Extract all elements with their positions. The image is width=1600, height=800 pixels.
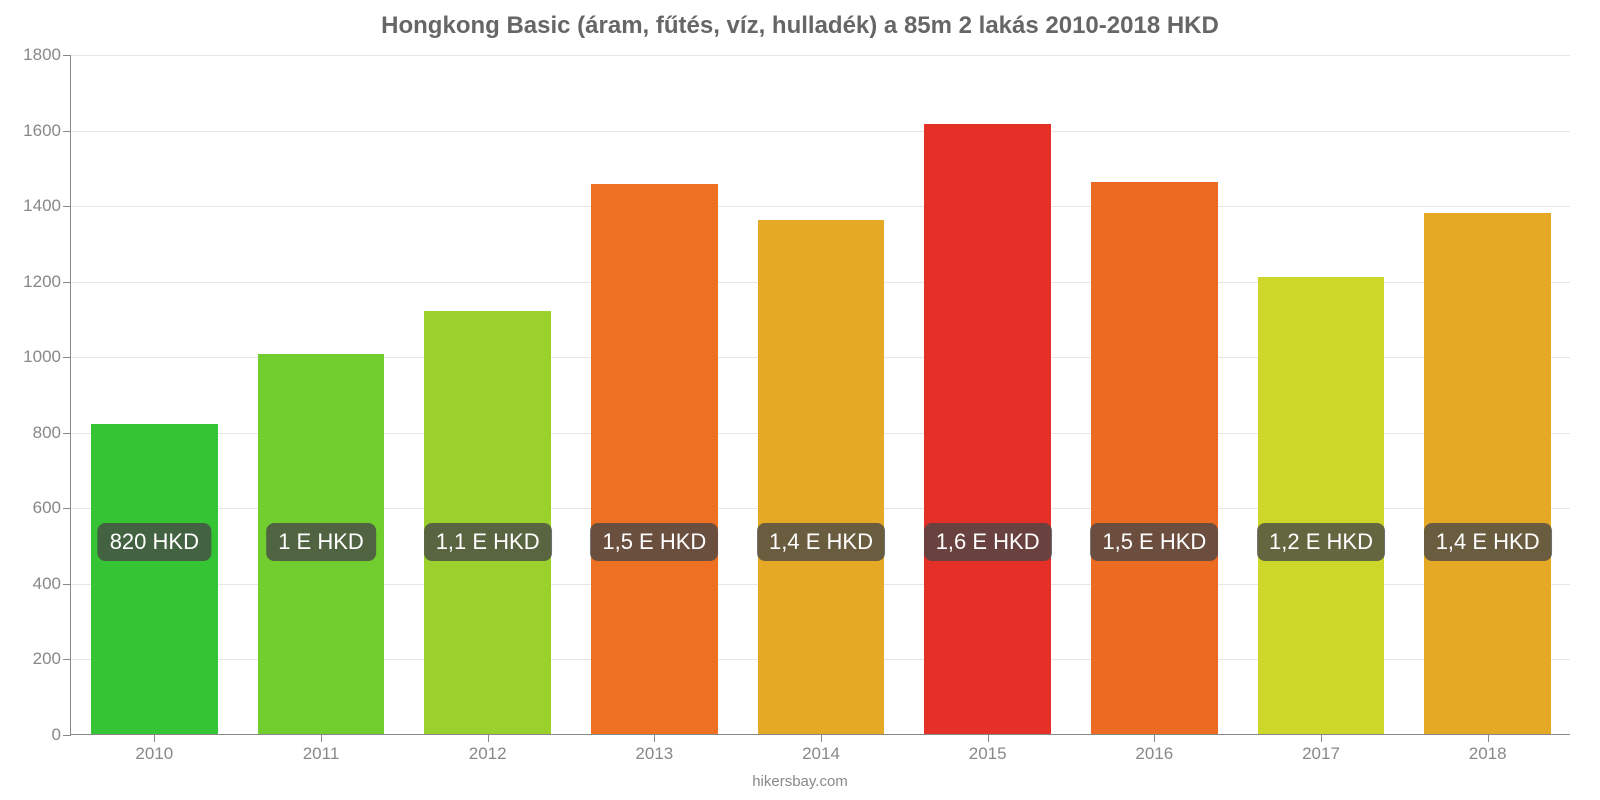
x-tick-label: 2010 <box>135 734 173 764</box>
bar-value-label: 820 HKD <box>98 523 211 561</box>
y-tick-label: 600 <box>33 498 71 518</box>
y-tick-label: 1600 <box>23 121 71 141</box>
attribution-text: hikersbay.com <box>0 773 1600 790</box>
gridline <box>71 55 1570 56</box>
bar <box>1258 277 1385 734</box>
bar-value-label: 1,6 E HKD <box>924 523 1052 561</box>
y-tick-label: 200 <box>33 649 71 669</box>
x-tick-label: 2018 <box>1469 734 1507 764</box>
bar <box>591 184 718 734</box>
bar-value-label: 1,5 E HKD <box>1090 523 1218 561</box>
y-tick-label: 1400 <box>23 196 71 216</box>
bar-value-label: 1,5 E HKD <box>590 523 718 561</box>
bar <box>758 220 885 734</box>
chart-title: Hongkong Basic (áram, fűtés, víz, hullad… <box>0 12 1600 40</box>
bar-value-label: 1,2 E HKD <box>1257 523 1385 561</box>
plot-area: 0200400600800100012001400160018002010201… <box>70 55 1570 735</box>
x-tick-label: 2011 <box>303 734 340 764</box>
y-tick-label: 1000 <box>23 347 71 367</box>
bar <box>91 424 218 734</box>
y-tick-label: 1200 <box>23 272 71 292</box>
bar-value-label: 1 E HKD <box>266 523 376 561</box>
x-tick-label: 2017 <box>1302 734 1340 764</box>
y-tick-label: 1800 <box>23 45 71 65</box>
x-tick-label: 2013 <box>635 734 673 764</box>
bar-value-label: 1,4 E HKD <box>757 523 885 561</box>
bar-value-label: 1,4 E HKD <box>1424 523 1552 561</box>
y-tick-label: 800 <box>33 423 71 443</box>
x-tick-label: 2016 <box>1135 734 1173 764</box>
bar <box>924 124 1051 734</box>
x-tick-label: 2015 <box>969 734 1007 764</box>
bar <box>1091 182 1218 734</box>
x-tick-label: 2014 <box>802 734 840 764</box>
gridline <box>71 206 1570 207</box>
y-tick-label: 400 <box>33 574 71 594</box>
bar-value-label: 1,1 E HKD <box>424 523 552 561</box>
y-tick-label: 0 <box>52 725 71 745</box>
x-tick-label: 2012 <box>469 734 507 764</box>
bar <box>1424 213 1551 734</box>
gridline <box>71 131 1570 132</box>
